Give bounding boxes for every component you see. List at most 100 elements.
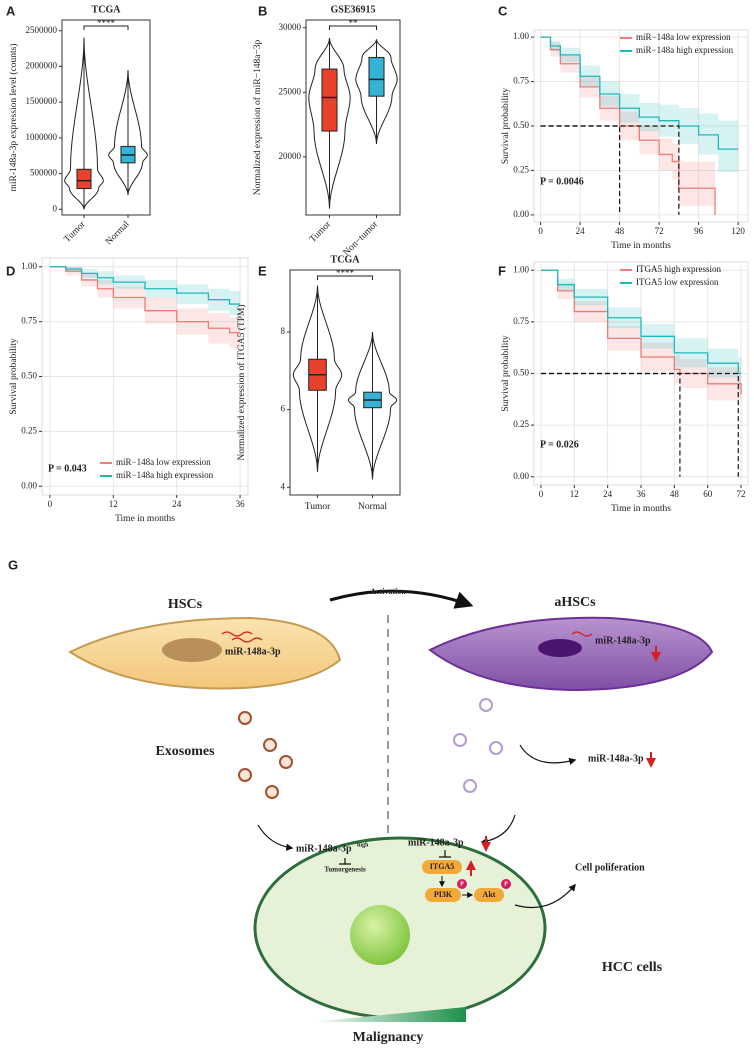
panel-letter: B (258, 3, 267, 18)
y-tick-label: 20000 (279, 151, 302, 161)
inhibit (339, 858, 351, 865)
y-tick-label: 4 (281, 481, 286, 491)
x-tick-label: 72 (655, 226, 664, 236)
significance-bracket (83, 25, 129, 30)
survival-curve (49, 266, 241, 334)
uptake-arrow (257, 824, 294, 851)
survival-curve (540, 36, 739, 150)
x-tick-label: Tumor (305, 502, 331, 512)
confidence-band (698, 113, 719, 155)
box (321, 68, 338, 132)
legend-label: miR−148a high expression (636, 45, 734, 55)
x-tick-label: 120 (731, 226, 745, 236)
y-tick-label: 0.25 (513, 165, 529, 175)
x-tick-label: 0 (539, 489, 544, 499)
proliferation-arrow (514, 883, 576, 909)
diagram: G HSCs aHSCs (8, 557, 714, 1045)
activation-label: Activation (370, 587, 406, 596)
panel-letter: A (6, 3, 16, 18)
itga5-label: ITGA5 (430, 862, 454, 871)
hcc-label: HCC cells (602, 960, 663, 975)
malignancy-label: Malignancy (353, 1030, 424, 1045)
x-tick-label: 36 (236, 499, 246, 509)
plot-frame (61, 19, 151, 216)
x-tick-label: 36 (637, 489, 647, 499)
x-axis-label: Time in months (611, 504, 671, 514)
y-axis-label: Normalized expression of miR−148a−3p (252, 39, 263, 195)
mirna-squiggle (571, 631, 593, 637)
y-tick-label: 0.75 (513, 316, 529, 326)
x-tick-label: 72 (737, 489, 746, 499)
x-tick-label: 24 (603, 489, 613, 499)
release-arrow (519, 744, 577, 765)
p-value: P = 0.0046 (540, 176, 584, 187)
exosomes-label: Exosomes (155, 744, 215, 759)
y-tick-label: 0.25 (513, 419, 529, 429)
y-tick-label: 1.00 (513, 31, 529, 41)
y-tick-label: 0.00 (21, 480, 37, 490)
x-tick-label: 0 (538, 226, 543, 236)
x-tick-label: Normal (104, 219, 132, 247)
confidence-band (176, 284, 209, 305)
x-axis-label: Time in months (115, 514, 175, 524)
phospho-label: P (460, 881, 464, 887)
activation-arrow (329, 589, 474, 609)
malignancy-gradient (310, 1007, 466, 1022)
ahsc-label: aHSCs (554, 595, 596, 610)
y-tick-label: 0.00 (513, 471, 529, 481)
phospho-label: P (504, 881, 508, 887)
x-tick-label: 96 (694, 226, 704, 236)
chart-title: GSE36915 (330, 4, 375, 15)
y-tick-label: 0.75 (21, 316, 37, 326)
x-tick-label: Non−tumor (342, 219, 381, 258)
hsc-nucleus (162, 638, 222, 662)
significance-bracket (329, 25, 377, 30)
y-tick-label: 1500000 (26, 96, 58, 106)
hcc-nucleus (350, 905, 410, 965)
pi3k-node (425, 888, 461, 902)
mirna-label: miR-148a-3p (588, 753, 644, 764)
inhibit (439, 850, 451, 858)
panel-letter: E (258, 263, 267, 278)
x-tick-label: Tumor (63, 219, 89, 245)
akt-node (474, 888, 504, 902)
phospho-badge (457, 879, 467, 889)
panel-letter: D (6, 263, 15, 278)
y-tick-label: 1.00 (21, 261, 37, 271)
chart-title: TCGA (331, 254, 361, 265)
y-tick-label: 1000000 (26, 132, 58, 142)
x-tick-label: 12 (570, 489, 579, 499)
y-axis-label: miR-148a-3p expression level (counts) (8, 43, 19, 191)
ahsc-nucleus (538, 639, 582, 657)
confidence-band (229, 290, 241, 316)
significance-label: **** (336, 268, 355, 278)
y-axis-label: Survival probability (501, 335, 511, 412)
exosomes-right (453, 698, 503, 793)
median-line (540, 125, 680, 215)
x-tick-label: 48 (670, 489, 680, 499)
y-tick-label: 0.25 (21, 425, 37, 435)
significance-label: **** (97, 18, 116, 28)
plot-frame (305, 19, 401, 216)
survival-curve (540, 269, 742, 375)
mirna-label: miR-148a-3p (225, 646, 281, 657)
panel-letter: C (498, 3, 508, 18)
p-value: P = 0.026 (540, 439, 579, 450)
significance-bracket (317, 275, 373, 280)
legend-label: ITGA5 high expression (636, 264, 721, 274)
x-tick-label: 24 (172, 499, 182, 509)
itga5-node (422, 860, 462, 874)
y-tick-label: 2000000 (26, 60, 58, 70)
proliferation-label: Cell poliferation (575, 862, 645, 873)
y-tick-label: 2500000 (26, 25, 58, 35)
superscript: high (357, 842, 369, 848)
x-tick-label: 48 (615, 226, 625, 236)
y-tick-label: 500000 (30, 168, 58, 178)
y-tick-label: 1.00 (513, 264, 529, 274)
exosomes-left (238, 711, 293, 799)
legend-label: ITGA5 low expression (636, 277, 719, 287)
akt-label: Akt (483, 890, 496, 899)
y-tick-label: 0.00 (513, 209, 529, 219)
survival-curve (49, 266, 241, 305)
